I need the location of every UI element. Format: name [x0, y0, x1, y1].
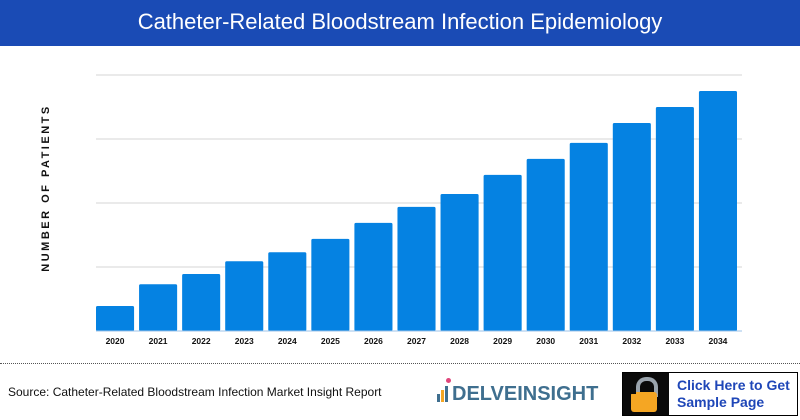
x-tick-label: 2021	[149, 336, 168, 346]
x-tick-label: 2024	[278, 336, 297, 346]
x-tick-label: 2025	[321, 336, 340, 346]
bar-2027	[397, 206, 436, 331]
divider	[0, 363, 800, 364]
bar-2031	[569, 142, 608, 331]
x-tick-label: 2034	[709, 336, 728, 346]
get-sample-page-button[interactable]: Click Here to Get Sample Page	[622, 372, 798, 416]
logo-mark-icon	[437, 378, 451, 404]
bar-2034	[698, 91, 737, 331]
x-tick-label: 2028	[450, 336, 469, 346]
x-tick-label: 2030	[536, 336, 555, 346]
chart-title: Catheter-Related Bloodstream Infection E…	[137, 9, 663, 34]
x-tick-label: 2023	[235, 336, 254, 346]
bar-2032	[612, 123, 651, 331]
bar-2022	[182, 274, 221, 331]
x-tick-label: 2022	[192, 336, 211, 346]
bar-2030	[526, 158, 565, 331]
bar-2023	[225, 261, 264, 331]
x-tick-label: 2020	[106, 336, 125, 346]
x-tick-label: 2033	[665, 336, 684, 346]
source-text: Source: Catheter-Related Bloodstream Inf…	[8, 385, 382, 399]
bar-chart: 2020 2021 2022 2023 2024 2025 2026 2027 2028 2029…	[96, 74, 742, 346]
bar-2026	[354, 222, 393, 331]
cta-line-1: Click Here to Get	[677, 377, 790, 393]
bar-2033	[655, 107, 694, 331]
x-tick-label: 2027	[407, 336, 426, 346]
x-tick-label: 2032	[622, 336, 641, 346]
cta-line-2: Sample Page	[677, 394, 765, 410]
unlocked-padlock-icon	[623, 373, 669, 415]
bar-2021	[139, 284, 178, 331]
x-tick-label: 2029	[493, 336, 512, 346]
bar-2024	[268, 252, 307, 331]
bar-2029	[483, 174, 522, 331]
delveinsight-logo[interactable]: DELVEINSIGHT	[437, 378, 598, 404]
bar-2020	[96, 306, 135, 331]
x-tick-label: 2031	[579, 336, 598, 346]
x-tick-label: 2026	[364, 336, 383, 346]
chart-title-banner: Catheter-Related Bloodstream Infection E…	[0, 0, 800, 46]
bar-2025	[311, 238, 350, 331]
bar-2028	[440, 194, 479, 331]
logo-text: DELVEINSIGHT	[452, 383, 599, 405]
